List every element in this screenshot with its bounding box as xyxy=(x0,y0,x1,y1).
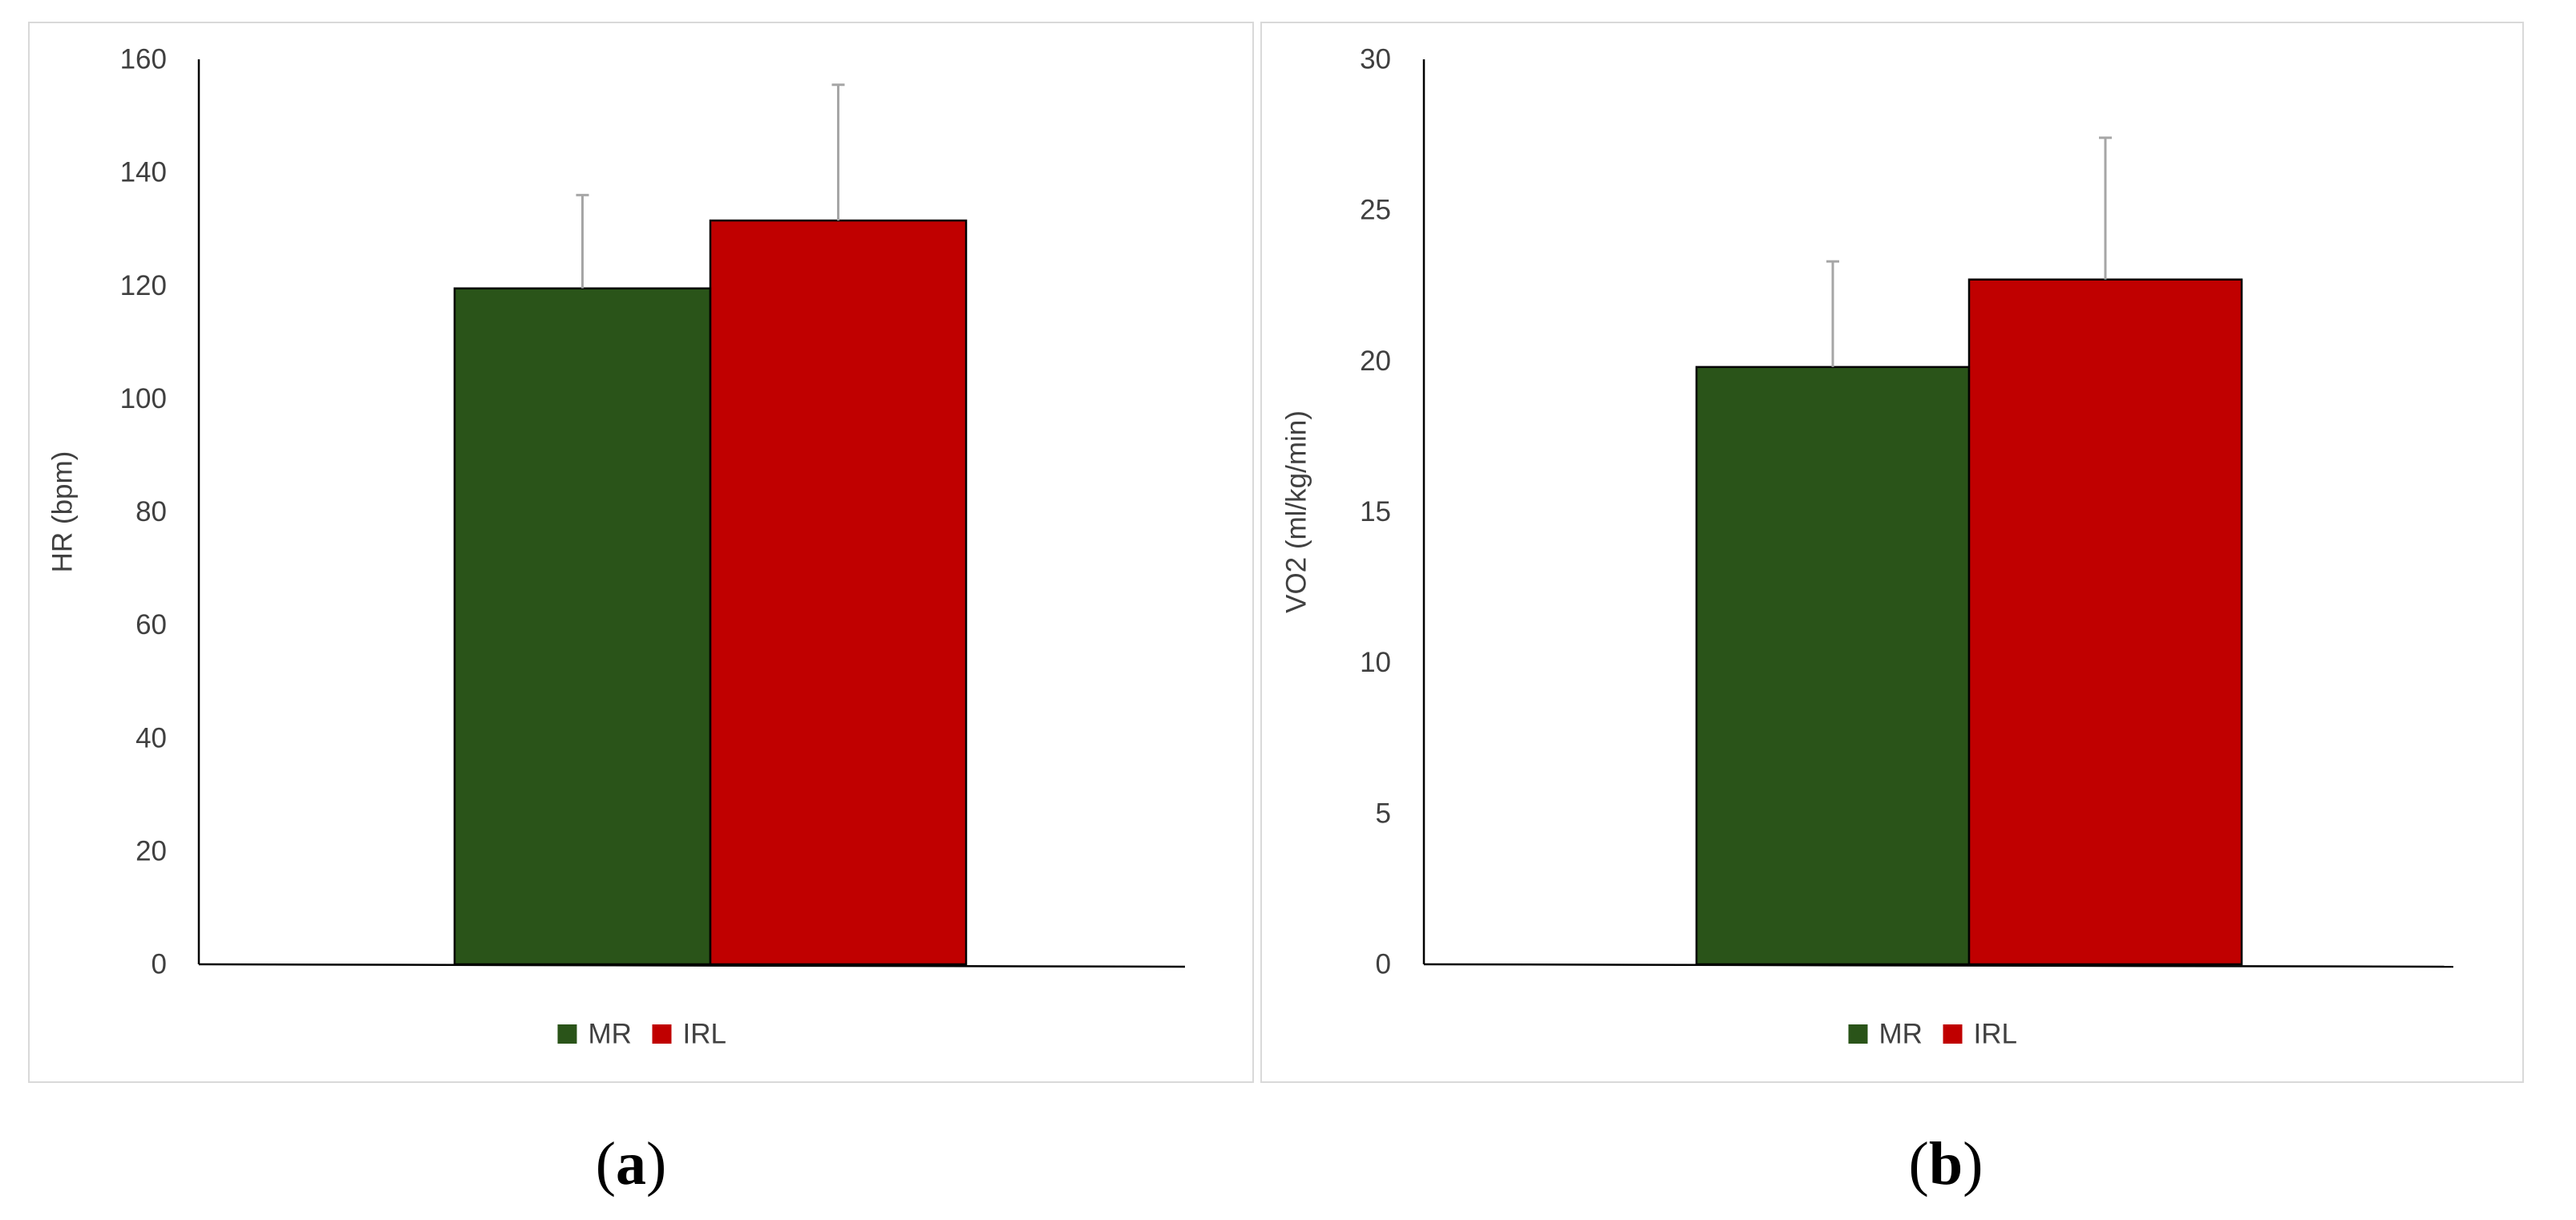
legend-label-mr: MR xyxy=(588,1019,632,1050)
y-tick-label: 20 xyxy=(1360,345,1391,377)
y-tick-label: 0 xyxy=(1376,949,1391,980)
y-tick-label: 0 xyxy=(152,949,167,980)
legend-swatch-mr xyxy=(1848,1024,1868,1044)
y-axis-title: VO2 (ml/kg/min) xyxy=(1281,410,1312,613)
bar-irl xyxy=(1967,278,2243,966)
legend-label-mr: MR xyxy=(1879,1019,1923,1050)
legend-swatch-mr xyxy=(557,1024,577,1044)
y-tick-label: 80 xyxy=(135,496,167,527)
y-tick-label: 40 xyxy=(135,722,167,753)
y-tick-label: 160 xyxy=(120,44,167,75)
y-tick-label: 60 xyxy=(135,609,167,640)
y-tick-label: 25 xyxy=(1360,195,1391,226)
legend-swatch-irl xyxy=(1943,1024,1963,1044)
y-tick-label: 15 xyxy=(1360,496,1391,527)
chart-panel-a: 0 20 40 60 80 100 120 140 160 HR (bpm) MR IRL (a) xyxy=(28,22,1254,1198)
bar-mr xyxy=(453,287,712,966)
y-tick-label: 30 xyxy=(1360,44,1391,75)
panel-label: (a) xyxy=(596,1130,667,1198)
y-tick-label: 100 xyxy=(120,383,167,414)
y-tick-label: 10 xyxy=(1360,647,1391,678)
y-axis-title: HR (bpm) xyxy=(47,451,79,573)
chart-panel-b: 0 5 10 15 20 25 30 VO2 (ml/kg/min) MR IRL (b) xyxy=(1260,22,2524,1198)
y-tick-label: 5 xyxy=(1376,798,1391,829)
panel-label: (b) xyxy=(1909,1130,1984,1198)
x-axis-line xyxy=(1423,963,2454,968)
y-tick-label: 140 xyxy=(120,157,167,188)
legend-label-irl: IRL xyxy=(1974,1019,2017,1050)
bar-mr xyxy=(1695,366,1971,966)
bar-irl xyxy=(709,219,968,966)
y-tick-label: 120 xyxy=(120,270,167,301)
legend: MR IRL xyxy=(557,1019,726,1050)
y-tick-label: 20 xyxy=(135,835,167,867)
legend-swatch-irl xyxy=(652,1024,672,1044)
legend: MR IRL xyxy=(1848,1019,2017,1050)
legend-label-irl: IRL xyxy=(683,1019,726,1050)
x-axis-line xyxy=(198,963,1186,968)
